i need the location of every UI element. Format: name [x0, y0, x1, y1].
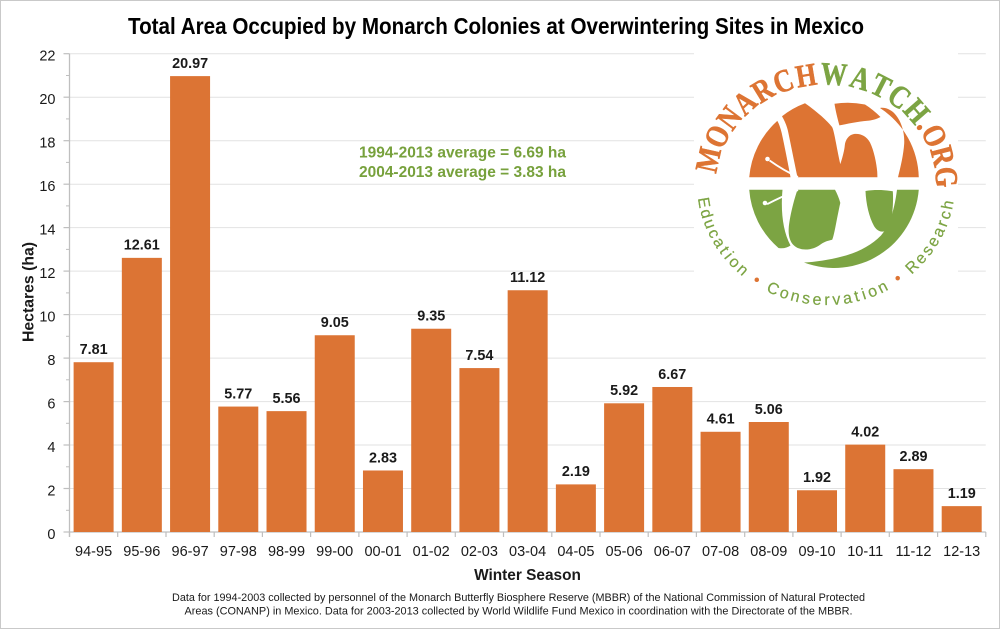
svg-text:05-06: 05-06	[606, 544, 643, 560]
svg-text:12-13: 12-13	[943, 544, 980, 560]
svg-text:Winter Season: Winter Season	[474, 567, 581, 584]
svg-text:06-07: 06-07	[654, 544, 691, 560]
svg-text:03-04: 03-04	[509, 544, 546, 560]
svg-text:5.92: 5.92	[610, 383, 638, 399]
svg-text:20.97: 20.97	[172, 56, 208, 72]
svg-text:t: t	[853, 288, 862, 306]
svg-text:v: v	[832, 291, 841, 309]
svg-text:18: 18	[39, 136, 55, 152]
svg-text:r: r	[824, 292, 830, 309]
svg-text:7.54: 7.54	[465, 348, 493, 364]
svg-text:07-08: 07-08	[702, 544, 739, 560]
svg-text:1.92: 1.92	[803, 470, 831, 486]
svg-text:4.61: 4.61	[707, 412, 735, 428]
svg-text:12: 12	[39, 266, 55, 282]
svg-text:E: E	[694, 196, 713, 209]
svg-text:G: G	[928, 166, 964, 189]
svg-text:d: d	[696, 207, 715, 220]
svg-text:s: s	[801, 290, 812, 308]
svg-text:98-99: 98-99	[268, 544, 305, 560]
svg-text:22: 22	[39, 49, 55, 65]
svg-text:Total Area Occupied by Monarch: Total Area Occupied by Monarch Colonies …	[128, 13, 864, 39]
svg-text:97-98: 97-98	[220, 544, 257, 560]
svg-text:9.05: 9.05	[321, 315, 349, 331]
svg-text:1994-2013 average = 6.69 ha: 1994-2013 average = 6.69 ha	[359, 144, 566, 161]
svg-text:2.89: 2.89	[899, 449, 927, 465]
svg-text:5.06: 5.06	[755, 402, 783, 418]
svg-text:4: 4	[47, 440, 55, 456]
svg-text:r: r	[934, 218, 952, 229]
svg-text:n: n	[789, 288, 802, 307]
svg-text:0: 0	[47, 527, 55, 543]
svg-text:10: 10	[39, 310, 55, 326]
svg-text:09-10: 09-10	[798, 544, 835, 560]
svg-text:h: h	[939, 199, 957, 211]
svg-text:Hectares (ha): Hectares (ha)	[20, 242, 37, 342]
svg-text:Areas (CONANP) in Mexico. Data: Areas (CONANP) in Mexico. Data for 2003-…	[185, 605, 853, 617]
svg-text:11.12: 11.12	[510, 270, 545, 286]
svg-text:01-02: 01-02	[413, 544, 450, 560]
svg-text:5.56: 5.56	[272, 391, 300, 407]
svg-text:5.77: 5.77	[224, 386, 252, 402]
svg-text:2.19: 2.19	[562, 464, 590, 480]
svg-text:20: 20	[39, 92, 55, 108]
svg-text:4.02: 4.02	[851, 424, 879, 440]
svg-text:94-95: 94-95	[75, 544, 112, 560]
svg-text:1.19: 1.19	[948, 486, 976, 502]
svg-text:2: 2	[47, 483, 55, 499]
svg-text:00-01: 00-01	[364, 544, 401, 560]
svg-text:W: W	[820, 57, 849, 93]
svg-text:96-97: 96-97	[172, 544, 209, 560]
svg-text:14: 14	[39, 223, 55, 239]
svg-text:8: 8	[47, 353, 55, 369]
svg-text:i: i	[860, 286, 869, 303]
svg-text:16: 16	[39, 179, 55, 195]
svg-text:2004-2013 average = 3.83 ha: 2004-2013 average = 3.83 ha	[359, 164, 566, 181]
svg-text:08-09: 08-09	[750, 544, 787, 560]
svg-text:10-11: 10-11	[847, 544, 883, 560]
svg-text:Data for 1994-2003 collected b: Data for 1994-2003 collected by personne…	[172, 592, 865, 604]
svg-text:04-05: 04-05	[557, 544, 594, 560]
svg-text:6.67: 6.67	[658, 367, 686, 383]
svg-text:a: a	[842, 290, 854, 308]
svg-text:95-96: 95-96	[123, 544, 160, 560]
svg-text:02-03: 02-03	[461, 544, 498, 560]
svg-text:11-12: 11-12	[895, 544, 931, 560]
svg-text:12.61: 12.61	[124, 238, 160, 254]
svg-text:7.81: 7.81	[80, 342, 108, 358]
svg-text:2.83: 2.83	[369, 450, 397, 466]
svg-text:e: e	[812, 291, 822, 309]
svg-text:6: 6	[47, 397, 55, 413]
svg-text:9.35: 9.35	[417, 309, 445, 325]
svg-text:99-00: 99-00	[316, 544, 353, 560]
